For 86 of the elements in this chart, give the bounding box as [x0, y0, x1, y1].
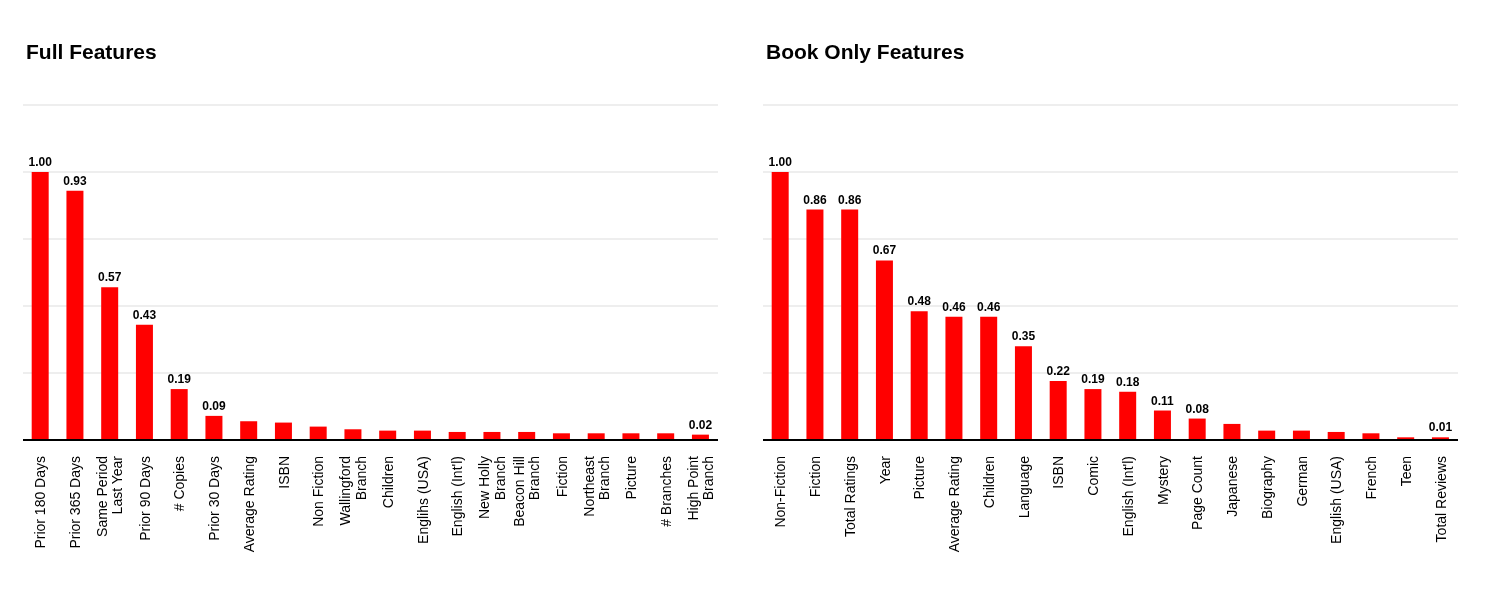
x-tick-label: Mystery — [1154, 456, 1171, 505]
bar — [806, 209, 824, 440]
x-tick-label: Japanese — [1224, 455, 1241, 517]
x-tick-label: Children — [379, 456, 396, 509]
bar — [910, 311, 928, 440]
bar — [101, 287, 119, 440]
bar — [135, 324, 153, 440]
data-label: 0.22 — [1046, 364, 1071, 379]
data-label: 0.35 — [1011, 329, 1036, 344]
bar — [945, 316, 963, 440]
data-label: 0.19 — [167, 372, 192, 387]
data-label: 0.46 — [977, 299, 1001, 314]
x-tick-label: Page Count — [1189, 455, 1206, 530]
x-tick-label: ISBN — [275, 456, 292, 489]
bar — [875, 260, 893, 440]
data-label: 0.57 — [98, 270, 122, 285]
x-tick-label: ISBN — [1050, 456, 1067, 489]
data-label: 0.09 — [202, 398, 226, 413]
bar — [1014, 346, 1032, 440]
bar — [841, 209, 859, 440]
x-tick-label: Beacon Hill Branch — [511, 456, 543, 527]
data-label: 0.19 — [1081, 372, 1105, 387]
x-tick-label: Non-Fiction — [772, 456, 789, 528]
x-tick-label: Total Ratings — [841, 456, 858, 537]
x-tick-label: English (Int'l) — [1119, 456, 1136, 537]
x-tick-label: # Branches — [657, 456, 674, 527]
bar — [1153, 410, 1171, 440]
chart-title: Full Features — [25, 39, 158, 65]
bar — [240, 421, 258, 440]
bar — [1049, 381, 1067, 440]
bar — [771, 172, 789, 440]
x-tick-label: Year — [876, 455, 893, 485]
x-tick-label: Children — [980, 456, 997, 509]
x-tick-label: Total Reviews — [1432, 456, 1449, 543]
x-tick-label: Northeast Branch — [580, 455, 612, 517]
x-tick-label: # Copies — [171, 456, 188, 512]
x-tick-label: Non Fiction — [310, 456, 327, 527]
x-tick-label: High Point Branch — [684, 455, 717, 521]
data-label: 0.86 — [803, 192, 827, 207]
data-label: 0.01 — [1428, 420, 1453, 435]
chart-title: Book Only Features — [765, 39, 966, 65]
x-tick-label: Picture — [911, 455, 928, 500]
bar — [1223, 423, 1241, 440]
x-tick-label: Wallingford Branch — [337, 456, 369, 526]
data-label: 0.43 — [132, 307, 157, 322]
bar — [980, 316, 998, 440]
bar — [344, 429, 362, 440]
x-tick-label: Average Rating — [240, 456, 257, 553]
x-tick-label: Prior 30 Days — [206, 456, 223, 541]
x-tick-label: Fiction — [553, 456, 570, 498]
bar — [66, 190, 84, 440]
data-label: 0.46 — [942, 299, 966, 314]
data-label: 1.00 — [28, 155, 53, 169]
x-tick-label: English (USA) — [1328, 456, 1345, 544]
data-label: 0.11 — [1151, 393, 1175, 408]
bar — [170, 389, 188, 440]
x-tick-label: Biography — [1258, 456, 1275, 520]
x-tick-label: German — [1293, 456, 1310, 507]
bar — [1119, 391, 1137, 440]
bar — [274, 422, 292, 440]
x-tick-label: Comic — [1085, 456, 1102, 496]
data-label: 0.02 — [688, 417, 713, 432]
x-tick-label: Language — [1015, 455, 1032, 519]
bar — [31, 172, 49, 440]
x-tick-label: Teen — [1397, 456, 1414, 487]
data-label: 0.18 — [1116, 374, 1140, 389]
data-label: 0.08 — [1185, 401, 1210, 416]
data-label: 1.00 — [768, 155, 793, 169]
bar — [205, 415, 223, 440]
x-tick-label: English (Int'l) — [449, 456, 466, 537]
x-tick-label: Prior 180 Days — [32, 456, 49, 549]
data-label: 0.67 — [872, 243, 897, 258]
x-tick-label: Prior 365 Days — [67, 456, 84, 549]
bar — [1188, 418, 1206, 440]
x-tick-label: Picture — [623, 455, 640, 500]
x-tick-label: Prior 90 Days — [136, 456, 153, 541]
data-label: 0.48 — [907, 294, 932, 309]
bar — [1084, 389, 1102, 440]
x-tick-label: Average Rating — [946, 456, 963, 553]
x-tick-label: French — [1363, 456, 1380, 500]
data-label: 0.86 — [838, 192, 862, 207]
x-tick-label: New Holly Branch — [476, 456, 508, 520]
x-tick-label: Englihs (USA) — [414, 456, 431, 544]
x-tick-label: Fiction — [807, 456, 824, 498]
data-label: 0.93 — [63, 173, 87, 188]
x-tick-label: Same Period Last Year — [94, 455, 126, 537]
